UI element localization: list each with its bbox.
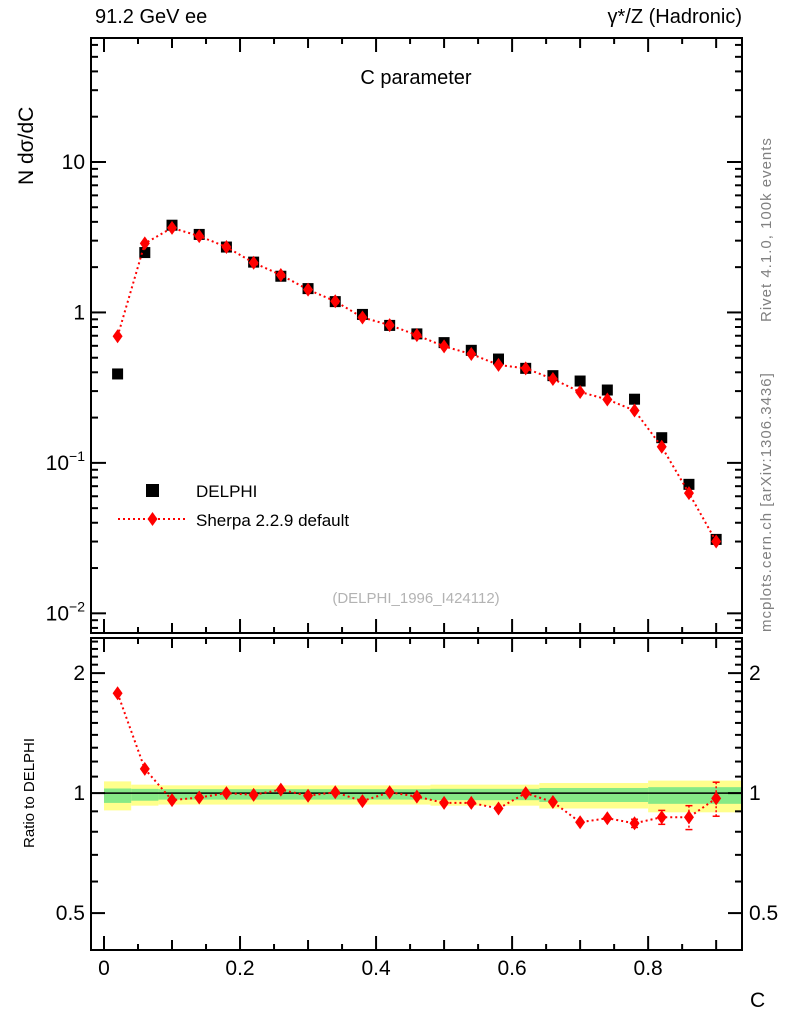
ratio-tick-label-right: 0.5 [749, 902, 778, 925]
ratio-data-point [493, 801, 504, 816]
ratio-tick-label-left: 0.5 [56, 902, 85, 925]
sherpa-data-point [466, 347, 477, 362]
ratio-data-point [575, 815, 586, 830]
ratio-data-point [547, 794, 558, 809]
ratio-data-point [629, 816, 640, 831]
delphi-data-point [574, 375, 586, 387]
sherpa-marker-icon [147, 512, 158, 526]
axis-tick-labels: 0 0.2 0.4 0.6 0.8 10 1 10−1 10−2 2 2 1 1 0.5 0.5 [46, 151, 779, 980]
legend-label-sherpa: Sherpa 2.2.9 default [196, 511, 349, 530]
mcplots-arxiv-label: mcplots.cern.ch [arXiv:1306.3436] [758, 372, 775, 632]
ratio-data-point [439, 795, 450, 810]
green-band-segment [103, 788, 132, 803]
sherpa-data-point [139, 236, 150, 251]
sherpa-data-point [602, 392, 613, 407]
y-tick-label: 10−1 [46, 448, 86, 475]
y-tick-label: 10−2 [46, 598, 86, 625]
main-panel-frame [90, 37, 743, 634]
chart-title: C parameter [360, 67, 471, 89]
delphi-data-point [112, 368, 124, 380]
green-band-segment [430, 788, 540, 801]
ratio-tick-label-right: 1 [749, 782, 761, 805]
sherpa-data-point [656, 439, 667, 454]
ratio-data-point [112, 686, 123, 701]
sherpa-data-point [275, 267, 286, 282]
x-tick-label: 0.6 [497, 957, 526, 980]
delphi-data-point [656, 432, 668, 444]
sherpa-data-point [683, 486, 694, 501]
ratio-data-point [602, 811, 613, 826]
sherpa-data-point [711, 534, 722, 549]
delphi-data-point [139, 247, 151, 259]
sherpa-data-point [493, 357, 504, 372]
ratio-data-point [248, 787, 259, 802]
sherpa-data-point [221, 240, 232, 255]
rivet-version-label: Rivet 4.1.0, 100k events [758, 137, 775, 322]
sherpa-data-point [194, 229, 205, 244]
ratio-data-point [330, 785, 341, 800]
analysis-watermark: (DELPHI_1996_I424112) [332, 590, 499, 607]
delphi-marker-icon [146, 484, 159, 497]
sherpa-data-point [112, 329, 123, 344]
sherpa-data-point [330, 294, 341, 309]
ratio-data-point [303, 788, 314, 803]
x-tick-label: 0.2 [225, 957, 254, 980]
process-label: γ*/Z (Hadronic) [608, 6, 742, 28]
delphi-data-point [629, 393, 641, 405]
ratio-data-point [466, 795, 477, 810]
green-band-segment [131, 788, 159, 801]
ratio-data-point [411, 789, 422, 804]
ratio-tick-label-left: 2 [73, 662, 85, 685]
y-tick-label: 10 [62, 151, 85, 174]
delphi-data-point [683, 478, 695, 490]
ratio-data-point [683, 810, 694, 825]
green-band-segment [539, 787, 649, 802]
legend-label-delphi: DELPHI [196, 482, 257, 501]
sherpa-data-point [411, 328, 422, 343]
sherpa-data-point [575, 384, 586, 399]
ratio-data-point [221, 786, 232, 801]
green-band-segment [158, 789, 431, 800]
ratio-tick-label-right: 2 [749, 662, 761, 685]
legend: DELPHI Sherpa 2.2.9 default [118, 482, 349, 530]
ratio-data-point [520, 786, 531, 801]
x-tick-label: 0.4 [361, 957, 391, 980]
sherpa-data-point [357, 310, 368, 325]
ratio-data-point [656, 810, 667, 825]
ratio-data-point [275, 782, 286, 797]
ratio-y-axis-label: Ratio to DELPHI [21, 738, 38, 848]
y-tick-label: 1 [73, 301, 85, 324]
sherpa-data-point [520, 361, 531, 376]
beam-energy-label: 91.2 GeV ee [95, 6, 207, 28]
sherpa-data-point [248, 255, 259, 270]
ratio-tick-label-left: 1 [73, 782, 85, 805]
ratio-data-point [357, 794, 368, 809]
sherpa-data-point [167, 220, 178, 235]
ratio-data-point [167, 793, 178, 808]
delphi-data-point [601, 384, 613, 396]
x-axis-label: C [750, 989, 765, 1012]
ratio-data-point [711, 791, 722, 806]
sherpa-data-point [303, 282, 314, 297]
ratio-panel-frame [90, 637, 743, 951]
green-band-segment [648, 787, 741, 804]
main-y-axis-label: N dσ/dC [15, 107, 38, 185]
ratio-data-point [139, 761, 150, 776]
x-tick-label: 0 [98, 957, 110, 980]
sherpa-data-point [547, 372, 558, 387]
x-tick-label: 0.8 [634, 957, 663, 980]
ratio-data-point [194, 790, 205, 805]
data-marks [112, 219, 722, 831]
sherpa-data-point [629, 403, 640, 418]
axis-ticks [91, 38, 742, 950]
sherpa-data-point [384, 318, 395, 333]
sherpa-data-point [439, 339, 450, 354]
ratio-data-point [384, 785, 395, 800]
